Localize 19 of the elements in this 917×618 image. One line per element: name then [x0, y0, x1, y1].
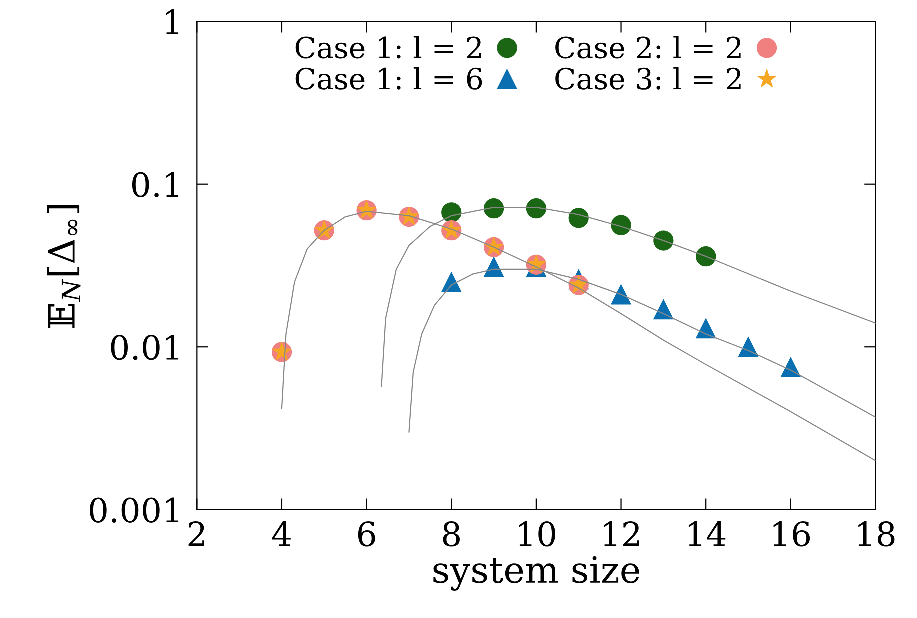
- x-tick-label: 2: [188, 522, 204, 546]
- x-tick-label: 12: [604, 522, 640, 546]
- legend-label: Case 1: l = 6: [296, 67, 482, 90]
- x-tick-label: 4: [272, 522, 291, 546]
- x-tick-label: 10: [519, 522, 556, 547]
- x-tick-label: 6: [358, 522, 376, 547]
- legend-label: Case 1: l = 2: [296, 36, 482, 59]
- y-tick-label: 0.1: [132, 172, 179, 198]
- legend-label: Case 2: l = 2: [556, 36, 741, 59]
- y-tick-label: 0.01: [111, 335, 179, 360]
- x-axis-title: system size: [434, 556, 640, 591]
- x-tick-label: 8: [443, 522, 460, 547]
- y-axis-title: 𝔼$_{N}$[Δ$_{∞}$]: [47, 205, 81, 328]
- x-tick-label: 14: [688, 522, 726, 546]
- legend-label: Case 3: l = 2: [556, 67, 741, 90]
- x-tick-label: 16: [774, 522, 810, 547]
- y-tick-label: 0.001: [90, 498, 179, 523]
- x-tick-label: 18: [858, 522, 895, 547]
- y-tick-label: 1: [166, 10, 179, 34]
